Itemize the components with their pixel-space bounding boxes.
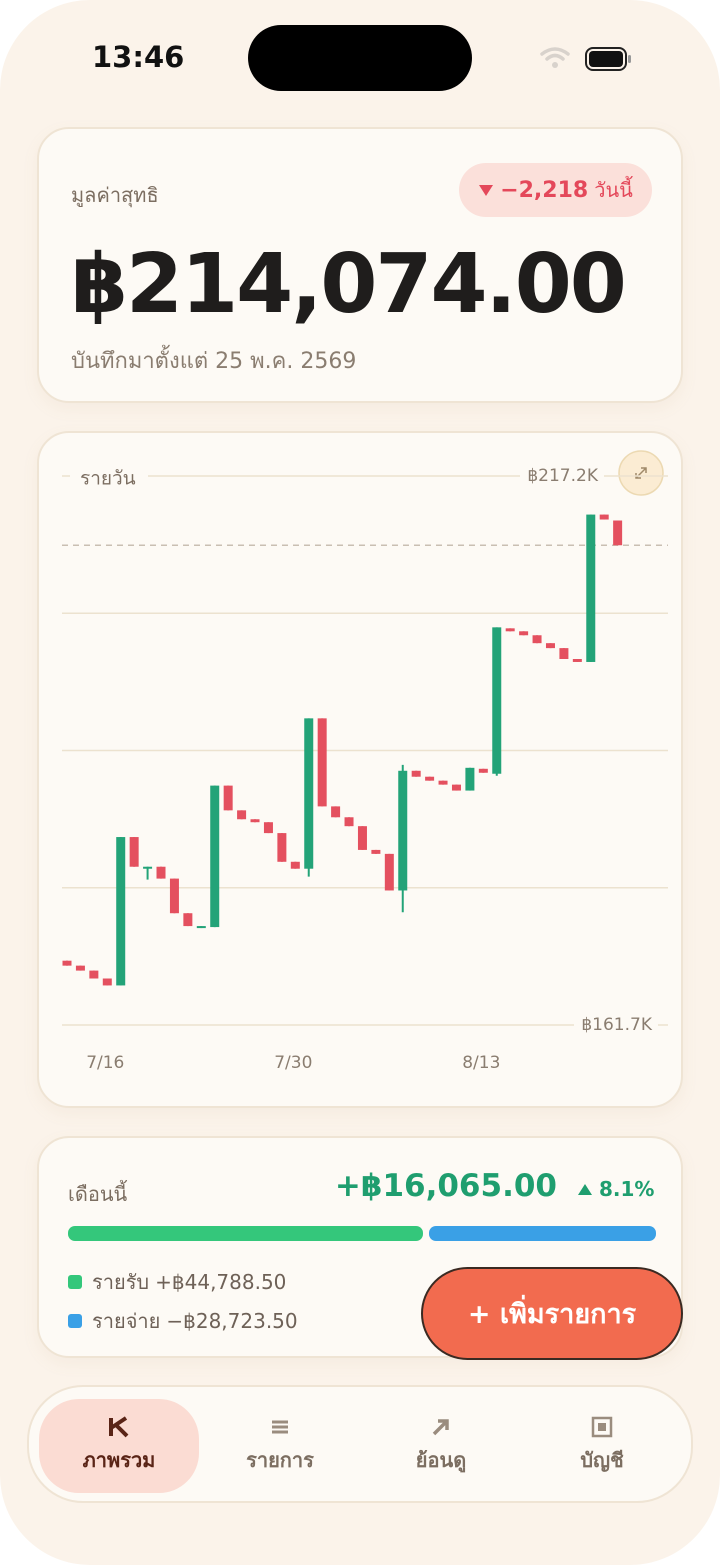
candle-body (75, 965, 85, 971)
x-tick-label: 8/13 (462, 1053, 500, 1073)
expand-button[interactable] (618, 450, 664, 496)
candle-body (169, 878, 179, 914)
tab-icon (432, 1419, 449, 1436)
candle-body (478, 768, 488, 773)
month-title: เดือนนี้ (68, 1182, 128, 1206)
income-dot (68, 1275, 82, 1289)
since-text: บันทึกมาตั้งแต่ 25 พ.ค. 2569 (71, 349, 357, 374)
candle-body (210, 785, 220, 928)
month-net: +฿16,065.00 (334, 1168, 557, 1204)
tab-label: บัญชี (580, 1448, 624, 1472)
add-button[interactable]: + เพิ่มรายการ (421, 1267, 683, 1360)
x-tick-label: 7/16 (86, 1053, 124, 1073)
tab-icon (591, 1416, 613, 1438)
candle-body (398, 770, 408, 891)
candle-body (183, 913, 193, 927)
candle-body (250, 819, 260, 823)
candle-body (331, 806, 341, 818)
candle-body (156, 866, 166, 879)
candle-body (317, 718, 327, 807)
candle-body (223, 785, 233, 811)
tab-icon (109, 1416, 129, 1438)
candle-body (116, 837, 126, 986)
candle-body (465, 767, 475, 791)
change-value: −2,218 (500, 177, 589, 203)
status-time: 13:46 (92, 40, 185, 74)
candle-body (304, 718, 314, 869)
income-amount: +฿44,788.50 (155, 1270, 287, 1294)
income-bar (68, 1226, 423, 1241)
candle-body (344, 817, 354, 827)
candle-body (62, 960, 72, 966)
ratio-bar (68, 1226, 656, 1241)
tab-transactions[interactable]: รายการ (200, 1399, 360, 1493)
tab-bar: ภาพรวม รายการ ย้อนดู บัญชี (27, 1385, 693, 1503)
candle-body (545, 643, 555, 649)
net-worth-card: มูลค่าสุทธิ −2,218 วันนี้ ฿214,074.00 บั… (37, 127, 683, 403)
candle-body (89, 970, 99, 979)
tab-review[interactable]: ย้อนดู (361, 1399, 521, 1493)
candle-body (357, 826, 367, 850)
candle-body (102, 978, 112, 986)
tab-label: ย้อนดู (415, 1448, 467, 1472)
chart-card (37, 431, 683, 1108)
expense-dot (68, 1314, 82, 1328)
label-backdrop (520, 464, 604, 488)
candle-body (586, 514, 596, 662)
candle-body (290, 861, 300, 869)
candle-body (599, 514, 609, 520)
candle-body (559, 648, 569, 659)
label-backdrop (574, 1013, 658, 1037)
change-period: วันนี้ (594, 178, 633, 202)
expense-row: รายจ่าย −฿28,723.50 (68, 1305, 298, 1337)
dynamic-island (248, 25, 472, 91)
candle-body (505, 628, 515, 632)
tab-icon (272, 1420, 288, 1434)
status-icons (540, 47, 631, 71)
expense-label: รายจ่าย (92, 1309, 161, 1333)
month-change-value: 8.1% (599, 1177, 655, 1201)
tab-accounts[interactable]: บัญชี (522, 1399, 682, 1493)
candle-body (277, 833, 287, 862)
tab-label: ภาพรวม (82, 1448, 156, 1472)
net-worth-amount: ฿214,074.00 (71, 237, 627, 332)
tab-label: รายการ (246, 1448, 314, 1472)
y-tick-label: ฿161.7K (581, 1015, 652, 1035)
candle-body (438, 780, 448, 785)
candle-body (613, 520, 623, 546)
candle-body (143, 866, 153, 869)
candle-body (129, 837, 139, 867)
income-label: รายรับ (92, 1270, 150, 1294)
x-tick-label: 7/30 (274, 1053, 312, 1073)
candle-body (532, 635, 542, 644)
candle-body (425, 776, 435, 781)
down-triangle-icon (479, 185, 494, 196)
candle-body (519, 631, 529, 636)
chart-label: รายวัน (80, 468, 136, 490)
up-triangle-icon (578, 1184, 592, 1195)
expense-amount: −฿28,723.50 (166, 1309, 298, 1333)
candle-body (371, 849, 381, 854)
y-tick-label: ฿217.2K (527, 466, 598, 486)
net-worth-title: มูลค่าสุทธิ (71, 183, 159, 207)
candle-body (451, 784, 461, 791)
candle-body (572, 659, 582, 662)
candle-body (196, 926, 206, 929)
expense-bar (428, 1226, 656, 1241)
tab-overview[interactable]: ภาพรวม (39, 1399, 199, 1493)
candle-body (237, 810, 247, 820)
income-row: รายรับ +฿44,788.50 (68, 1266, 286, 1298)
candle-body (492, 627, 502, 774)
change-badge: −2,218 วันนี้ (459, 163, 652, 217)
candle-body (384, 853, 394, 891)
month-change: 8.1% (577, 1177, 654, 1201)
candle-body (263, 822, 273, 834)
candle-body (411, 770, 421, 777)
label-backdrop (70, 462, 148, 490)
